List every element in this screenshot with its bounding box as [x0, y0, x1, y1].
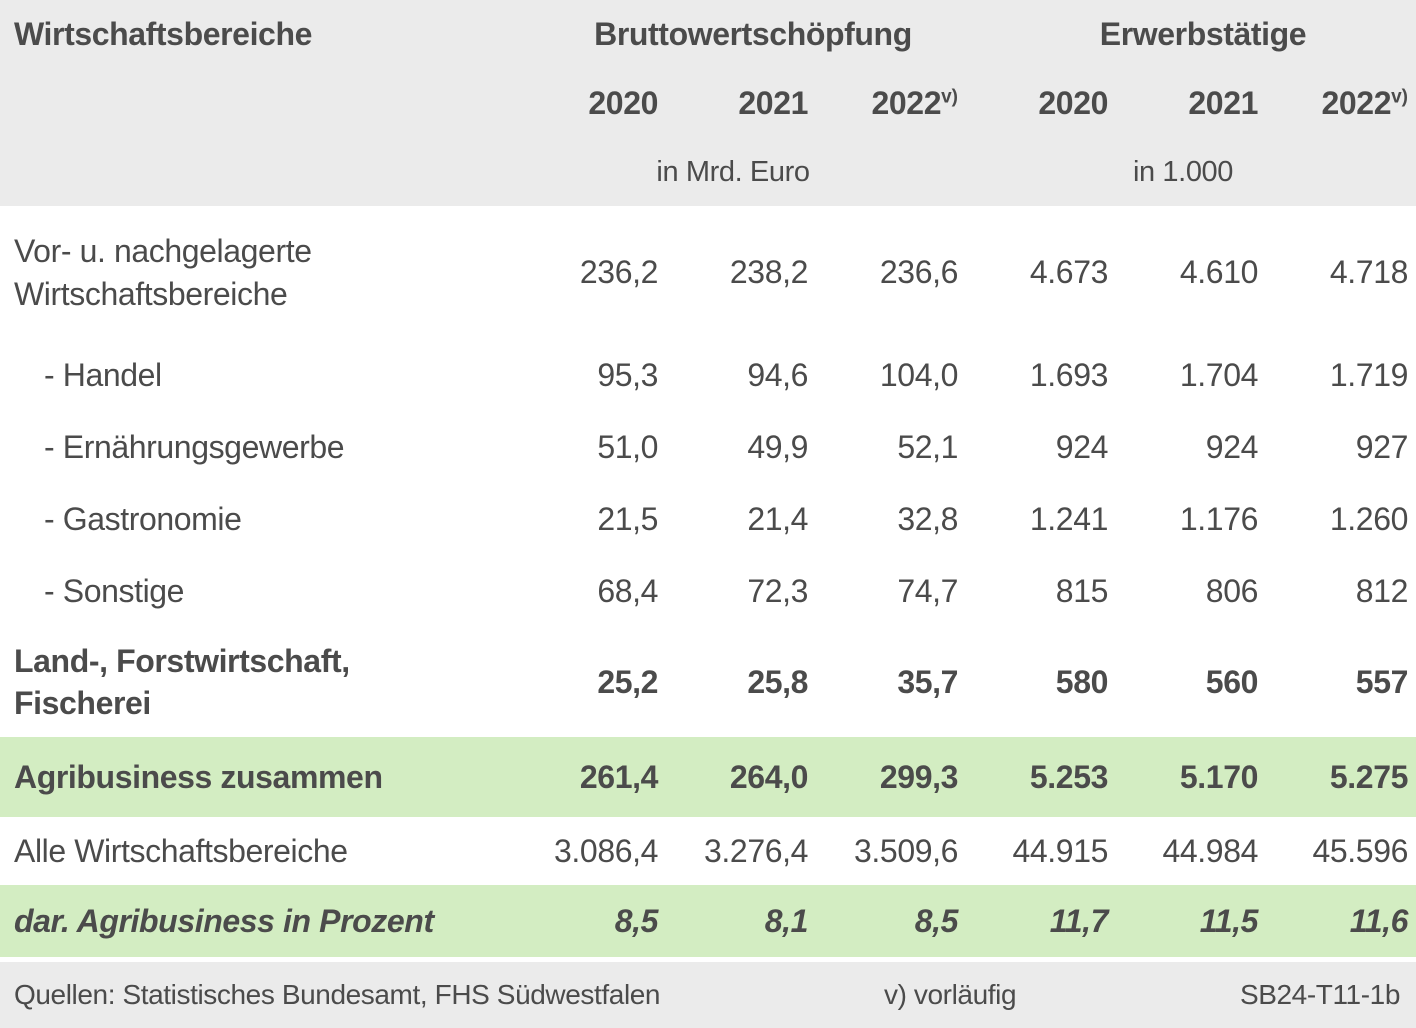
year-header-bws-2021: 2021 — [738, 84, 808, 121]
value-cell: 52,1 — [897, 428, 958, 465]
sources-text: Quellen: Statistisches Bundesamt, FHS Sü… — [14, 979, 661, 1010]
group-header-bruttowertschoepfung: Bruttowertschöpfung — [594, 15, 912, 52]
table-row-handel: - Handel 95,3 94,6 104,0 1.693 1.704 1.7… — [0, 339, 1416, 411]
provisional-note-marker: v) — [1391, 85, 1408, 107]
value-cell: 3.509,6 — [854, 832, 958, 869]
year-header-bws-2020: 2020 — [588, 84, 658, 121]
value-cell: 1.260 — [1329, 500, 1408, 537]
table-row-ernaehrungsgewerbe: - Ernährungsgewerbe 51,0 49,9 52,1 924 9… — [0, 411, 1416, 483]
value-cell: 4.610 — [1179, 254, 1258, 290]
value-cell: 94,6 — [747, 356, 808, 393]
year-header-et-2020: 2020 — [1038, 84, 1108, 121]
row-divider — [0, 957, 1416, 962]
value-cell: 3.276,4 — [704, 832, 808, 869]
year-text: 2022 — [871, 84, 942, 121]
value-cell: 560 — [1205, 663, 1259, 700]
value-cell: 812 — [1355, 572, 1409, 609]
provisional-footnote: v) vorläufig — [884, 979, 1017, 1010]
table-row-sonstige: - Sonstige 68,4 72,3 74,7 815 806 812 — [0, 555, 1416, 627]
value-cell: 806 — [1205, 572, 1259, 609]
value-cell: 68,4 — [597, 572, 658, 609]
table-row-alle-wirtschaftsbereiche: Alle Wirtschaftsbereiche 3.086,4 3.276,4… — [0, 817, 1416, 885]
table-header: Wirtschaftsbereiche Bruttowertschöpfung … — [0, 0, 1416, 206]
value-cell: 264,0 — [729, 758, 808, 795]
value-cell: 95,3 — [597, 356, 658, 393]
year-header-et-2021: 2021 — [1188, 84, 1258, 121]
value-cell: 8,5 — [914, 902, 959, 939]
value-cell: 5.170 — [1179, 758, 1258, 795]
spacer-cell — [0, 172, 508, 173]
value-cell: 25,2 — [597, 663, 658, 700]
table-row-gastronomie: - Gastronomie 21,5 21,4 32,8 1.241 1.176… — [0, 483, 1416, 555]
value-cell: 1.693 — [1029, 356, 1108, 393]
value-cell: 1.719 — [1329, 356, 1408, 393]
table-row-agribusiness-zusammen: Agribusiness zusammen 261,4 264,0 299,3 … — [0, 737, 1416, 817]
value-cell: 21,5 — [597, 500, 658, 537]
value-cell: 11,5 — [1199, 902, 1259, 939]
table-row-land-forstwirtschaft-fischerei: Land-, Forstwirtschaft, Fischerei 25,2 2… — [0, 627, 1416, 737]
year-header-bws-2022: 2022v) — [808, 84, 959, 122]
value-cell: 21,4 — [747, 500, 808, 537]
value-cell: 3.086,4 — [554, 832, 658, 869]
value-cell: 299,3 — [879, 758, 958, 795]
row-label: - Handel — [44, 356, 162, 393]
value-cell: 580 — [1055, 663, 1109, 700]
unit-header-tausend: in 1.000 — [1133, 155, 1233, 188]
value-cell: 49,9 — [747, 428, 808, 465]
table-row-agribusiness-prozent: dar. Agribusiness in Prozent 8,5 8,1 8,5… — [0, 885, 1416, 957]
group-header-erwerbstaetige: Erwerbstätige — [1099, 15, 1307, 52]
row-label: - Sonstige — [44, 572, 185, 609]
value-cell: 924 — [1205, 428, 1259, 465]
column-header-wirtschaftsbereiche: Wirtschaftsbereiche — [14, 15, 312, 52]
value-cell: 8,1 — [764, 902, 809, 939]
value-cell: 8,5 — [614, 902, 659, 939]
row-label: - Gastronomie — [44, 500, 242, 537]
value-cell: 25,8 — [747, 663, 808, 700]
value-cell: 45.596 — [1312, 832, 1409, 869]
value-cell: 924 — [1055, 428, 1109, 465]
spacer-cell — [0, 103, 508, 104]
value-cell: 35,7 — [897, 663, 958, 700]
value-cell: 1.704 — [1179, 356, 1258, 393]
value-cell: 72,3 — [747, 572, 808, 609]
provisional-note-marker: v) — [941, 85, 958, 107]
row-label: Alle Wirtschaftsbereiche — [14, 832, 348, 869]
value-cell: 236,6 — [879, 254, 958, 290]
value-cell: 557 — [1355, 663, 1409, 700]
table-row-vor-nachgelagerte: Vor- u. nachgelagerte Wirtschaftsbereich… — [0, 206, 1416, 339]
value-cell: 4.718 — [1329, 254, 1408, 290]
year-text: 2022 — [1321, 84, 1392, 121]
value-cell: 1.241 — [1029, 500, 1108, 537]
value-cell: 104,0 — [879, 356, 958, 393]
value-cell: 5.275 — [1329, 758, 1408, 795]
table-footer: Quellen: Statistisches Bundesamt, FHS Sü… — [0, 962, 1416, 1028]
row-label: - Ernährungsgewerbe — [44, 428, 345, 465]
value-cell: 51,0 — [597, 428, 658, 465]
value-cell: 238,2 — [729, 254, 808, 290]
value-cell: 236,2 — [579, 254, 658, 290]
value-cell: 11,7 — [1049, 902, 1109, 939]
year-header-et-2022: 2022v) — [1258, 84, 1409, 122]
value-cell: 11,6 — [1349, 902, 1409, 939]
row-label: Vor- u. nachgelagerte Wirtschaftsbereich… — [14, 233, 312, 312]
value-cell: 927 — [1355, 428, 1409, 465]
value-cell: 5.253 — [1029, 758, 1108, 795]
value-cell: 815 — [1055, 572, 1109, 609]
row-label: Agribusiness zusammen — [14, 758, 383, 795]
unit-header-mrd-euro: in Mrd. Euro — [656, 155, 810, 188]
value-cell: 1.176 — [1179, 500, 1258, 537]
table-reference-code: SB24-T11-1b — [1239, 979, 1400, 1010]
value-cell: 44.984 — [1162, 832, 1259, 869]
row-label: dar. Agribusiness in Prozent — [14, 902, 434, 939]
value-cell: 261,4 — [579, 758, 658, 795]
row-label: Land-, Forstwirtschaft, Fischerei — [14, 642, 350, 721]
value-cell: 4.673 — [1029, 254, 1108, 290]
value-cell: 44.915 — [1012, 832, 1109, 869]
value-cell: 74,7 — [897, 572, 958, 609]
value-cell: 32,8 — [897, 500, 958, 537]
